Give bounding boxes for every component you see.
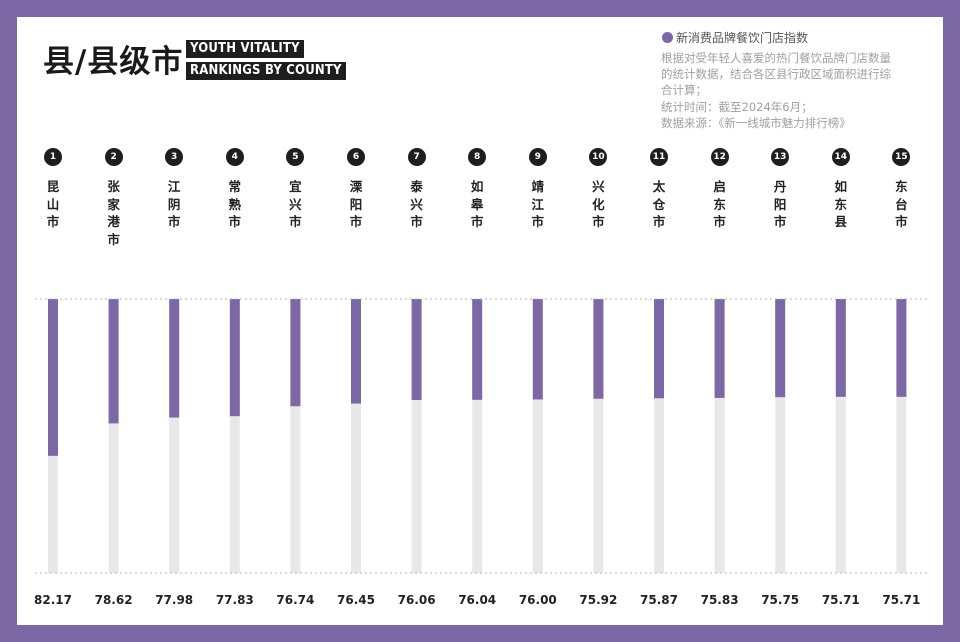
bar-track bbox=[654, 299, 664, 573]
value-label: 75.83 bbox=[700, 593, 739, 607]
note-line: 数据来源：《新一线城市魅力排行榜》 bbox=[661, 115, 851, 130]
bar bbox=[896, 299, 907, 397]
legend-swatch bbox=[662, 32, 673, 43]
value-label: 78.62 bbox=[94, 593, 133, 607]
rank-badge: 13 bbox=[771, 148, 790, 166]
category-label: 太仓市 bbox=[652, 179, 666, 229]
value-label: 82.17 bbox=[34, 593, 72, 607]
rank-badge: 11 bbox=[650, 148, 668, 166]
rank-badge: 14 bbox=[831, 148, 850, 166]
bar bbox=[714, 299, 725, 398]
value-label: 75.92 bbox=[579, 593, 618, 607]
bar bbox=[229, 299, 240, 417]
bar bbox=[411, 299, 422, 401]
title-badge-line1: YOUTH VITALITY bbox=[186, 40, 304, 58]
value-label: 76.74 bbox=[276, 593, 315, 607]
category-label: 如东县 bbox=[834, 179, 848, 229]
bar-track bbox=[775, 299, 786, 573]
rank-badge: 2 bbox=[104, 148, 123, 166]
note-line: 的统计数据，结合各区县行政区域面积进行综 bbox=[661, 67, 891, 82]
rank-badge: 6 bbox=[347, 148, 365, 166]
note-line: 统计时间：截至2024年6月； bbox=[661, 99, 813, 114]
note-line: 合计算； bbox=[661, 83, 707, 98]
bar-track bbox=[351, 299, 361, 573]
bar-track bbox=[593, 299, 604, 573]
category-label: 宜兴市 bbox=[289, 179, 302, 229]
category-label: 丹阳市 bbox=[773, 179, 787, 229]
category-label: 张家港市 bbox=[107, 179, 120, 247]
bar-track bbox=[169, 299, 180, 573]
category-label: 泰兴市 bbox=[410, 179, 423, 229]
rank-badge: 15 bbox=[892, 148, 911, 166]
rank-badge: 1 bbox=[44, 148, 62, 166]
value-label: 75.87 bbox=[640, 593, 678, 607]
bar bbox=[835, 299, 846, 397]
bar bbox=[169, 299, 180, 418]
category-label: 启东市 bbox=[713, 179, 726, 229]
note-line: 根据对受年轻人喜爱的热门餐饮品牌门店数量 bbox=[661, 51, 891, 65]
category-label: 东台市 bbox=[895, 179, 908, 229]
title-badge-line2: RANKINGS BY COUNTY bbox=[186, 62, 346, 80]
bar-track bbox=[108, 299, 119, 573]
value-label: 76.06 bbox=[397, 593, 436, 607]
bar-track bbox=[532, 299, 543, 573]
page-title: 县/县级市 bbox=[43, 44, 184, 80]
bar-track bbox=[411, 299, 422, 573]
rank-badge: 3 bbox=[165, 148, 184, 166]
methodology-note: 根据对受年轻人喜爱的热门餐饮品牌门店数量 的统计数据，结合各区县行政区域面积进行… bbox=[661, 50, 911, 131]
legend: 新消费品牌餐饮门店指数 bbox=[662, 29, 808, 46]
category-label: 江阴市 bbox=[167, 179, 181, 229]
bar bbox=[351, 299, 361, 404]
value-label: 76.00 bbox=[518, 593, 557, 607]
bar-track bbox=[896, 299, 907, 573]
value-label: 75.75 bbox=[761, 593, 800, 607]
rank-badge: 10 bbox=[589, 148, 608, 166]
rank-badge: 8 bbox=[468, 148, 487, 166]
value-label: 77.83 bbox=[215, 593, 254, 607]
bar-track bbox=[714, 299, 725, 573]
value-label: 76.04 bbox=[458, 593, 497, 607]
bar-track bbox=[229, 299, 240, 573]
bar-track bbox=[290, 299, 301, 573]
bar bbox=[532, 299, 543, 400]
value-label: 75.71 bbox=[882, 593, 921, 607]
category-label: 兴化市 bbox=[592, 179, 605, 229]
value-label: 75.71 bbox=[821, 593, 860, 607]
value-label: 76.45 bbox=[337, 593, 375, 607]
bar bbox=[775, 299, 786, 398]
bar-track bbox=[835, 299, 846, 573]
category-label: 昆山市 bbox=[46, 179, 60, 229]
rank-badge: 4 bbox=[225, 148, 244, 166]
category-label: 靖江市 bbox=[531, 179, 545, 229]
category-label: 如皋市 bbox=[470, 179, 484, 229]
bar bbox=[108, 299, 119, 424]
category-label: 常熟市 bbox=[228, 179, 242, 229]
bar bbox=[654, 299, 664, 399]
bar bbox=[48, 299, 58, 456]
value-label: 77.98 bbox=[155, 593, 194, 607]
rank-badge: 9 bbox=[528, 148, 547, 166]
legend-label: 新消费品牌餐饮门店指数 bbox=[676, 31, 809, 45]
bar-track bbox=[472, 299, 483, 573]
bar bbox=[593, 299, 604, 399]
bar bbox=[472, 299, 483, 400]
rank-badge: 5 bbox=[286, 148, 305, 166]
rank-badge: 12 bbox=[710, 148, 729, 166]
category-label: 溧阳市 bbox=[349, 179, 363, 229]
rank-badge: 7 bbox=[407, 148, 426, 166]
bar bbox=[290, 299, 301, 407]
